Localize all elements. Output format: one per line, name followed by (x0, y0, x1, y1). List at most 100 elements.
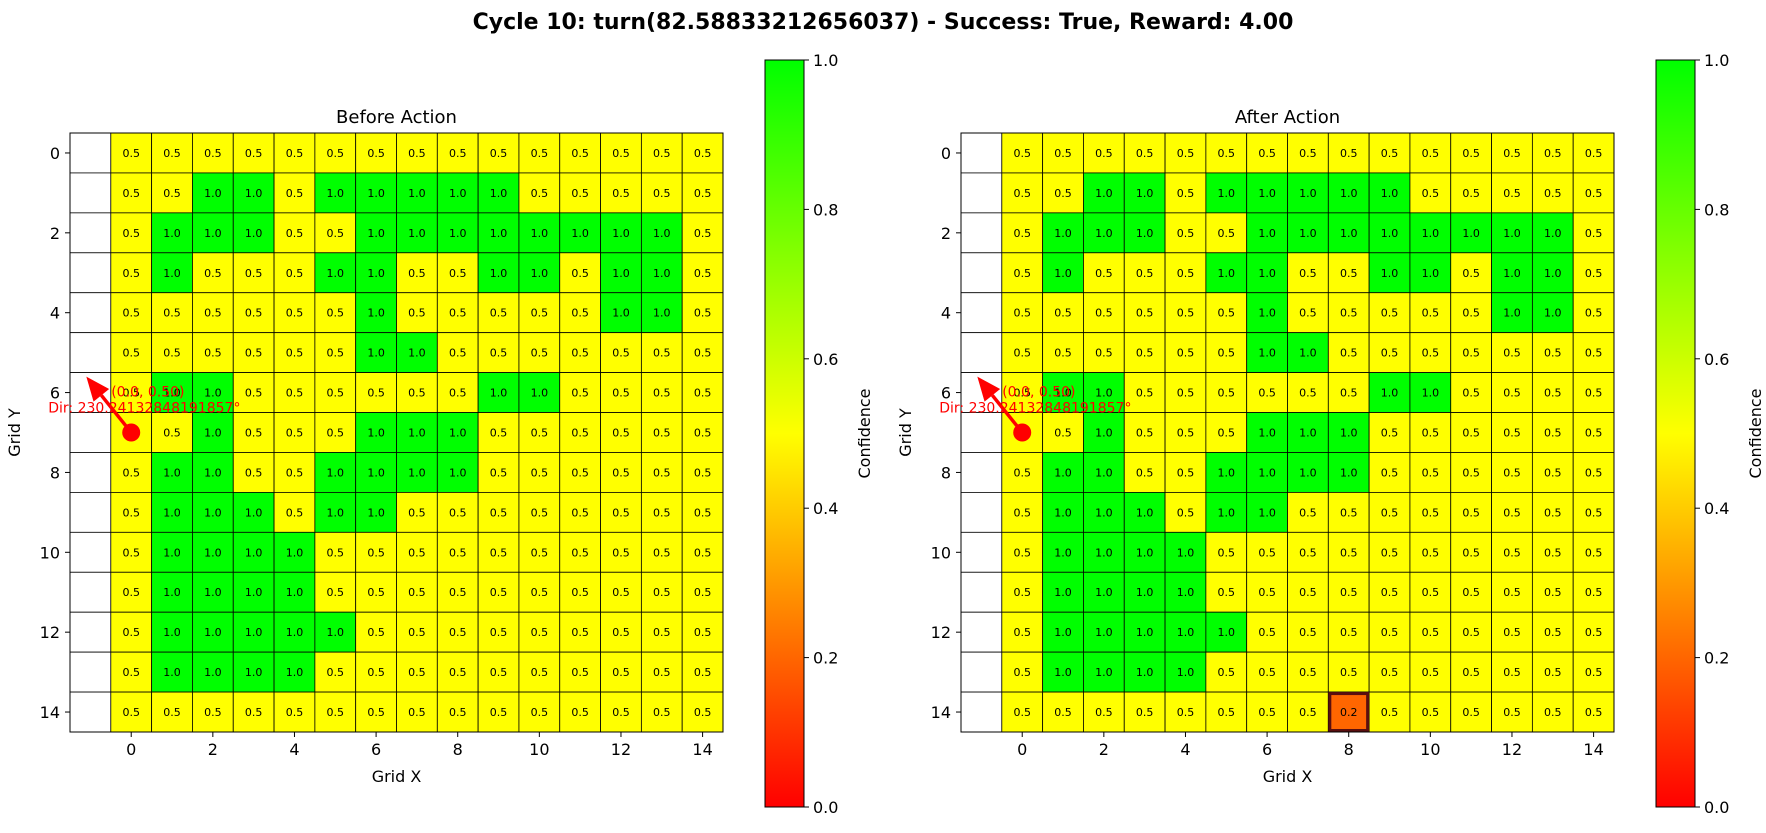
cell-value-label: 0.5 (1381, 586, 1399, 599)
cell-value-label: 1.0 (204, 227, 222, 240)
empty-cell (961, 133, 1002, 173)
cell-value-label: 0.5 (571, 506, 589, 519)
cell-value-label: 0.5 (327, 706, 345, 719)
cell-value-label: 0.5 (1258, 387, 1276, 400)
cell-value-label: 0.5 (571, 307, 589, 320)
cell-value-label: 0.5 (531, 347, 549, 360)
cell-value-label: 0.5 (163, 427, 181, 440)
cell-value-label: 0.5 (1503, 706, 1521, 719)
cell-value-label: 0.5 (327, 586, 345, 599)
cell-value-label: 1.0 (1095, 427, 1113, 440)
cell-value-label: 0.5 (286, 307, 304, 320)
cell-value-label: 0.5 (204, 347, 222, 360)
cell-value-label: 0.5 (122, 586, 140, 599)
cell-value-label: 0.5 (1013, 586, 1031, 599)
cell-value-label: 0.5 (1585, 626, 1603, 639)
cell-value-label: 1.0 (1218, 506, 1236, 519)
cell-value-label: 0.5 (571, 267, 589, 280)
cell-value-label: 1.0 (1177, 626, 1195, 639)
cell-value-label: 0.5 (1258, 706, 1276, 719)
cell-value-label: 1.0 (1340, 187, 1358, 200)
cell-value-label: 0.5 (490, 427, 508, 440)
cell-value-label: 0.5 (571, 466, 589, 479)
empty-cell (70, 652, 111, 692)
cell-value-label: 1.0 (653, 307, 671, 320)
cell-value-label: 0.5 (163, 187, 181, 200)
cell-value-label: 0.5 (163, 147, 181, 160)
cell-value-label: 0.5 (612, 506, 630, 519)
cell-value-label: 1.0 (1218, 187, 1236, 200)
cell-value-label: 0.5 (531, 626, 549, 639)
cell-value-label: 0.5 (1054, 307, 1072, 320)
cell-value-label: 0.5 (490, 147, 508, 160)
cell-value-label: 0.5 (694, 466, 712, 479)
cell-value-label: 1.0 (367, 466, 385, 479)
y-tick-label: 2 (50, 224, 60, 243)
cell-value-label: 1.0 (1095, 666, 1113, 679)
cell-value-label: 0.5 (449, 626, 467, 639)
cell-value-label: 0.5 (1095, 147, 1113, 160)
cell-value-label: 1.0 (327, 626, 345, 639)
cell-value-label: 0.5 (1177, 506, 1195, 519)
cell-value-label: 0.5 (1013, 626, 1031, 639)
cell-value-label: 0.5 (531, 147, 549, 160)
cell-value-label: 0.5 (367, 586, 385, 599)
cell-value-label: 0.5 (531, 666, 549, 679)
cell-value-label: 0.5 (1422, 147, 1440, 160)
colorbar-tick-label: 1.0 (813, 51, 838, 70)
cell-value-label: 0.5 (1422, 706, 1440, 719)
cell-value-label: 0.5 (122, 147, 140, 160)
heatmap-panel-before: 0.5 0.5 0.5 0.5 0.5 0.5 0.5 0.5 0.5 0.5 0.5 0.5 0.5 0… (5, 51, 874, 817)
cell-value-label: 0.5 (367, 666, 385, 679)
cell-value-label: 1.0 (286, 546, 304, 559)
cell-value-label: 0.5 (1136, 147, 1154, 160)
cell-value-label: 0.5 (1544, 586, 1562, 599)
cell-value-label: 0.5 (1218, 427, 1236, 440)
cell-value-label: 0.5 (163, 307, 181, 320)
cell-value-label: 0.5 (1299, 546, 1317, 559)
cell-value-label: 0.5 (1422, 586, 1440, 599)
cell-value-label: 0.5 (449, 586, 467, 599)
x-tick-label: 8 (453, 740, 463, 759)
cell-value-label: 0.5 (367, 706, 385, 719)
cell-value-label: 1.0 (245, 586, 263, 599)
cell-value-label: 0.5 (1585, 307, 1603, 320)
cell-value-label: 0.5 (1462, 347, 1480, 360)
cell-value-label: 0.5 (1544, 706, 1562, 719)
cell-value-label: 0.5 (653, 666, 671, 679)
cell-value-label: 0.5 (1585, 147, 1603, 160)
cell-value-label: 0.5 (286, 227, 304, 240)
cell-value-label: 1.0 (1136, 626, 1154, 639)
cell-value-label: 0.5 (1544, 147, 1562, 160)
y-tick-label: 10 (931, 543, 951, 562)
cell-value-label: 0.5 (286, 466, 304, 479)
cell-value-label: 1.0 (245, 626, 263, 639)
cell-value-label: 0.5 (1381, 546, 1399, 559)
cell-value-label: 0.5 (449, 307, 467, 320)
empty-cell (70, 133, 111, 173)
cell-value-label: 0.5 (327, 546, 345, 559)
cell-value-label: 0.5 (122, 506, 140, 519)
cell-value-label: 0.5 (449, 546, 467, 559)
cell-value-label: 1.0 (571, 227, 589, 240)
cell-value-label: 0.5 (327, 227, 345, 240)
cell-value-label: 0.5 (286, 267, 304, 280)
cell-value-label: 1.0 (1136, 666, 1154, 679)
cell-value-label: 1.0 (612, 267, 630, 280)
cell-value-label: 1.0 (1258, 427, 1276, 440)
cell-value-label: 1.0 (1136, 506, 1154, 519)
cell-value-label: 0.5 (1013, 546, 1031, 559)
cell-value-label: 0.5 (612, 626, 630, 639)
cell-value-label: 0.5 (1381, 666, 1399, 679)
empty-cell (70, 413, 111, 453)
cell-value-label: 0.5 (1258, 147, 1276, 160)
cell-value-label: 0.5 (1013, 466, 1031, 479)
cell-value-label: 0.5 (1544, 626, 1562, 639)
cell-value-label: 0.5 (1503, 666, 1521, 679)
cell-value-label: 1.0 (367, 267, 385, 280)
cell-value-label: 0.5 (1462, 387, 1480, 400)
cell-value-label: 1.0 (1177, 586, 1195, 599)
cell-value-label: 1.0 (1462, 227, 1480, 240)
cell-value-label: 1.0 (1503, 307, 1521, 320)
colorbar-tick-label: 0.2 (1704, 649, 1729, 668)
